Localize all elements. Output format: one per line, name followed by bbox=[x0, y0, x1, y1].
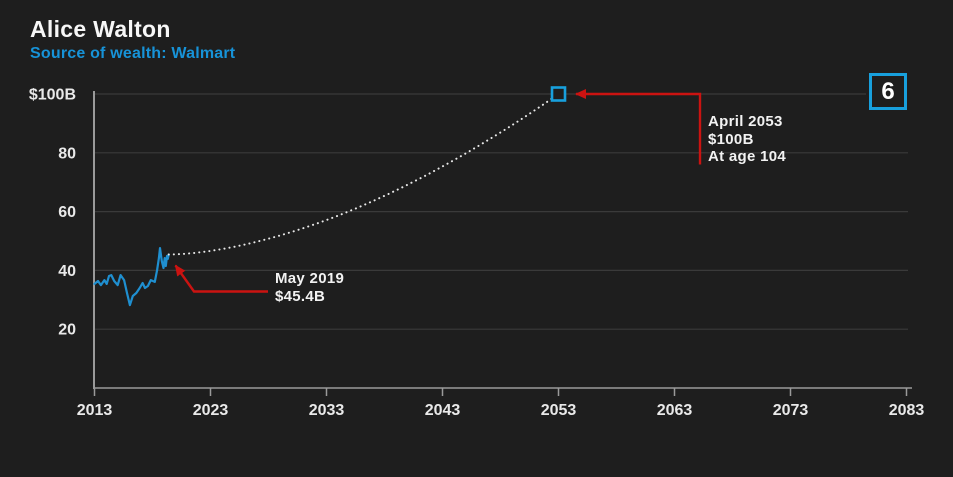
annotation-may-2019: May 2019 $45.4B bbox=[275, 270, 344, 305]
annotation-line: April 2053 bbox=[708, 113, 783, 130]
annotation-line: $45.4B bbox=[275, 287, 326, 305]
y-tick-label: 20 bbox=[58, 322, 76, 339]
x-tick-label: 2023 bbox=[193, 402, 229, 419]
x-tick-label: 2083 bbox=[889, 402, 925, 419]
x-tick-label: 2013 bbox=[77, 402, 113, 419]
y-tick-label: 80 bbox=[58, 145, 76, 162]
rank-number: 6 bbox=[881, 77, 895, 105]
annotation-april-2053: April 2053 $100B At age 104 bbox=[708, 113, 786, 166]
y-axis-labels: $100B 80 60 40 20 bbox=[29, 87, 76, 339]
annotation-line: May 2019 bbox=[275, 270, 345, 287]
y-tick-label: $100B bbox=[29, 87, 76, 104]
x-tick-label: 2033 bbox=[309, 402, 345, 419]
grid-lines bbox=[94, 93, 908, 330]
annotation-line: At age 104 bbox=[708, 148, 787, 165]
annotation-arrows bbox=[174, 89, 702, 293]
y-tick-label: 40 bbox=[58, 263, 76, 280]
x-tick-label: 2043 bbox=[425, 402, 461, 419]
annotation-line: $100B bbox=[708, 130, 754, 148]
data-series bbox=[93, 86, 567, 307]
x-tick-label: 2063 bbox=[657, 402, 693, 419]
rank-badge: 6 bbox=[869, 73, 907, 110]
projection-endpoint-marker bbox=[550, 86, 567, 102]
x-tick-label: 2053 bbox=[541, 402, 577, 419]
x-axis-ticks: 2013 2023 2033 2043 2053 2063 2073 2083 bbox=[77, 388, 925, 419]
y-tick-label: 60 bbox=[58, 204, 76, 221]
x-tick-label: 2073 bbox=[773, 402, 809, 419]
page-subtitle: Source of wealth: Walmart bbox=[30, 45, 236, 62]
axes bbox=[93, 91, 912, 389]
projection-dotted-line bbox=[167, 93, 560, 256]
annotation-arrow-april-2053 bbox=[575, 89, 702, 165]
page-title: Alice Walton bbox=[30, 16, 171, 42]
annotation-arrow-may-2019 bbox=[174, 264, 268, 293]
historical-wealth-line bbox=[93, 247, 170, 307]
